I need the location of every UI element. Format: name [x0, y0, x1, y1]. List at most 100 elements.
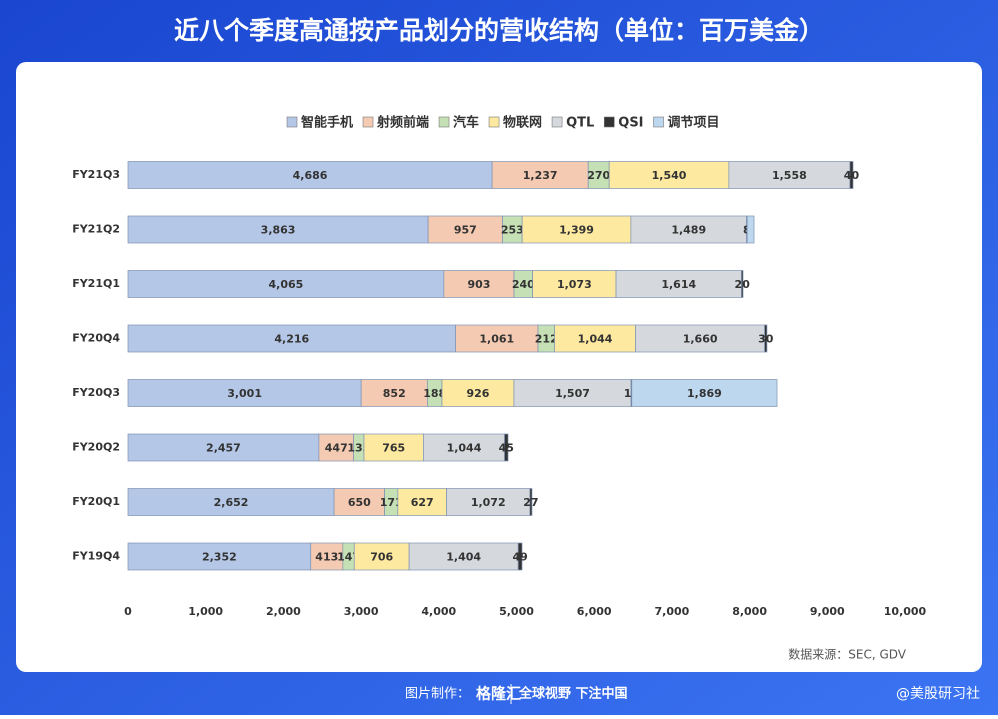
bar-segment: [353, 542, 410, 571]
legend-label: QTL: [566, 116, 594, 131]
y-tick-label: FY20Q3: [72, 386, 120, 399]
bar-segment: [127, 379, 362, 407]
x-tick-label: 2,000: [266, 605, 301, 618]
data-label: 852: [383, 387, 406, 400]
data-label: 1,660: [683, 333, 718, 346]
x-tick-label: 1,000: [188, 605, 223, 618]
legend-swatch: [653, 116, 664, 128]
card: [16, 62, 982, 672]
data-label: 903: [467, 278, 490, 291]
y-tick-label: FY21Q1: [72, 277, 120, 290]
data-label: 1,044: [447, 442, 482, 455]
legend-swatch: [603, 116, 615, 128]
legend-swatch: [286, 116, 298, 128]
source: 数据来源：SEC, GDV: [788, 647, 907, 662]
data-label: 2,352: [202, 551, 237, 564]
bar-segment: [608, 161, 730, 189]
legend-label: 汽车: [453, 115, 479, 131]
data-label: 926: [466, 387, 489, 400]
data-label: 188: [423, 387, 446, 400]
bar-segment: [746, 215, 755, 244]
bar-segment: [127, 215, 429, 244]
bar-segment: [127, 433, 320, 462]
y-tick-label: FY20Q4: [72, 332, 120, 345]
data-label: 270: [587, 169, 610, 182]
bar-segment: [360, 379, 428, 407]
data-label: 240: [512, 278, 535, 291]
data-label: 212: [535, 333, 558, 346]
legend-swatch: [362, 116, 374, 128]
data-label: 765: [382, 442, 405, 455]
data-label: 447: [325, 442, 348, 455]
data-label: 957: [454, 224, 477, 237]
x-tick-label: 0: [124, 605, 132, 618]
data-label: 650: [348, 496, 371, 509]
data-label: 1,237: [523, 169, 558, 182]
y-tick-label: FY21Q2: [72, 223, 120, 236]
bar-segment: [615, 270, 742, 298]
legend-label: 射频前端: [376, 115, 429, 131]
footer-maker: 图片制作：: [405, 687, 470, 702]
data-label: 30: [758, 333, 774, 346]
bar-segment: [529, 488, 533, 516]
bar-segment: [455, 324, 539, 353]
data-label: 627: [411, 496, 434, 509]
bar-segment: [127, 161, 493, 189]
bar-segment: [741, 270, 744, 298]
bar-segment: [554, 324, 636, 353]
bar-segment: [630, 215, 747, 244]
data-label: 1,044: [578, 333, 613, 346]
bar-segment: [333, 488, 385, 516]
data-label: 1,061: [479, 333, 514, 346]
data-label: 40: [844, 169, 860, 182]
data-label: 27: [523, 496, 538, 509]
data-label: 1,540: [652, 169, 687, 182]
bar-segment: [408, 542, 519, 571]
data-label: 1,558: [772, 169, 807, 182]
data-label: 4,216: [274, 333, 309, 346]
legend-label: 物联网: [503, 115, 542, 131]
footer-slogan: 全球视野 下注中国: [518, 686, 628, 702]
footer-credit: @美股研习社: [896, 686, 980, 702]
data-label: 4,686: [293, 169, 328, 182]
legend-label: 调节项目: [668, 115, 720, 131]
data-label: 1,507: [555, 387, 590, 400]
bar-segment: [635, 324, 765, 353]
data-label: 45: [499, 442, 514, 455]
x-tick-label: 4,000: [421, 605, 456, 618]
x-tick-label: 3,000: [344, 605, 379, 618]
y-tick-label: FY19Q4: [72, 550, 120, 563]
bar-segment: [127, 324, 456, 353]
bar-segment: [521, 215, 632, 244]
legend-swatch: [488, 116, 500, 128]
bar-segment: [517, 542, 523, 571]
x-tick-label: 6,000: [577, 605, 612, 618]
data-label: 2,652: [214, 496, 249, 509]
bar-segment: [728, 161, 851, 189]
legend-label: QSI: [618, 116, 643, 131]
bar-segment: [764, 324, 768, 353]
data-label: 1,614: [661, 278, 696, 291]
legend-label: 智能手机: [301, 115, 353, 131]
y-tick-label: FY20Q2: [72, 441, 120, 454]
bar-segment: [849, 161, 854, 189]
data-label: 413: [315, 551, 338, 564]
x-tick-label: 8,000: [732, 605, 767, 618]
x-tick-label: 10,000: [884, 605, 927, 618]
data-label: 3,001: [227, 387, 262, 400]
data-label: 1,489: [671, 224, 706, 237]
data-label: 49: [512, 551, 527, 564]
data-label: 1,073: [557, 278, 592, 291]
chart-title: 近八个季度高通按产品划分的营收结构（单位：百万美金）: [174, 16, 824, 45]
y-tick-label: FY21Q3: [72, 168, 120, 181]
bar-segment: [631, 379, 778, 407]
data-label: 1,404: [446, 551, 481, 564]
bar-segment: [513, 379, 632, 407]
data-label: 1,072: [471, 496, 506, 509]
x-tick-label: 9,000: [810, 605, 845, 618]
data-label: 3,863: [261, 224, 296, 237]
data-label: 706: [370, 551, 393, 564]
legend-swatch: [551, 116, 563, 128]
data-label: 171: [380, 496, 403, 509]
